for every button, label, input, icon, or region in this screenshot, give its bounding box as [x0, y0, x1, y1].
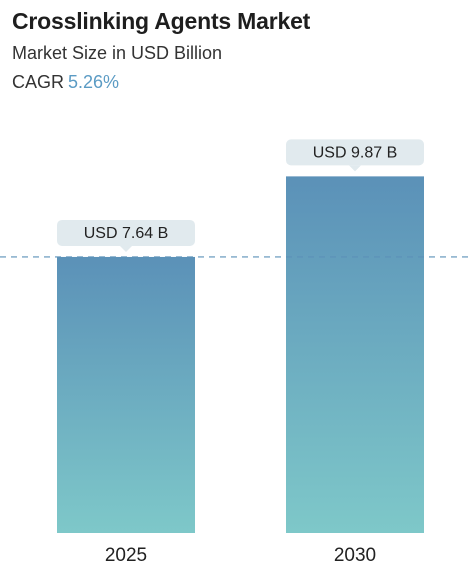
x-tick-label: 2025 [105, 545, 147, 566]
callout-box [286, 139, 424, 166]
chart-title: Crosslinking Agents Market [12, 8, 311, 34]
cagr-label: CAGR [12, 72, 65, 92]
data-label: USD 7.64 B [84, 225, 168, 242]
callout-pointer [349, 165, 361, 172]
data-label: USD 9.87 B [313, 144, 397, 161]
cagr-value: 5.26% [68, 72, 120, 92]
x-tick-label: 2030 [334, 545, 376, 566]
chart-header: Crosslinking Agents Market Market Size i… [12, 6, 310, 95]
plot-area: USD 7.64 B USD 9.87 B 2025 2030 [0, 139, 469, 566]
data-label-callout-2025: USD 7.64 B [57, 219, 195, 252]
bar-2030 [286, 176, 424, 534]
data-label-callout-2030: USD 9.87 B [286, 139, 424, 172]
callout-box [57, 219, 195, 246]
chart-subtitle: Market Size in USD Billion [12, 43, 223, 63]
callout-pointer [120, 245, 132, 252]
cagr-line: CAGR 5.26% [12, 69, 310, 95]
bar-2025 [57, 256, 195, 533]
